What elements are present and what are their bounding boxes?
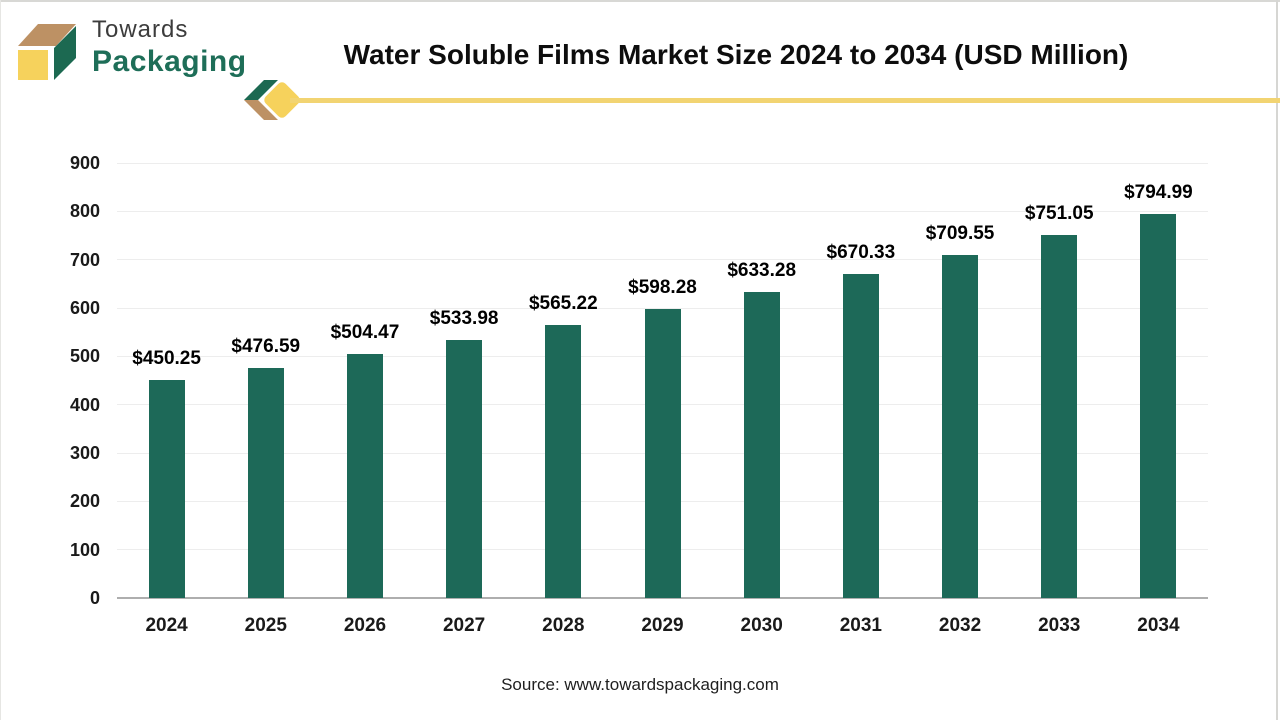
- bar-value-label: $709.55: [925, 223, 995, 245]
- y-axis-tick-label: 100: [69, 539, 100, 560]
- x-axis-tick-label: 2024: [145, 615, 188, 636]
- y-axis-tick-label: 800: [69, 201, 100, 222]
- plot-area: $450.25 2024 $476.59 2025 $504.47 2026 $533.98…: [117, 162, 1208, 636]
- brand-logo: Towards Packaging: [14, 10, 247, 82]
- y-axis-tick-label: 500: [69, 346, 100, 367]
- bar-value-label: $476.59: [231, 335, 301, 357]
- bar-value-label: $504.47: [330, 322, 400, 344]
- gridline-0: [117, 597, 1208, 599]
- gridline-800: [117, 210, 1208, 212]
- bar-2027: [446, 339, 483, 598]
- packaging-box-icon: [18, 24, 76, 80]
- y-axis-tick-label: 300: [69, 443, 100, 463]
- bar-value-label: $670.33: [826, 242, 896, 263]
- bar-2034: [1140, 213, 1177, 598]
- x-axis-tick-label: 2028: [542, 615, 585, 636]
- brand-name-line2: Packaging: [92, 45, 247, 78]
- window-frame-left: [0, 0, 1, 720]
- bar-value-label: $533.98: [429, 307, 499, 329]
- x-axis-tick-label: 2034: [1137, 615, 1180, 636]
- window-frame-top: [0, 0, 1280, 2]
- bar-2025: [247, 367, 284, 598]
- x-axis-tick-label: 2031: [839, 615, 882, 636]
- gridline-600: [117, 307, 1208, 309]
- x-axis-tick-label: 2032: [938, 615, 982, 636]
- y-axis-tick-label: 0: [89, 588, 100, 608]
- x-axis-tick-label: 2030: [740, 615, 783, 636]
- bar-value-label: $751.05: [1024, 202, 1094, 224]
- y-axis-tick-label: 600: [69, 298, 100, 318]
- bar-value-label: $450.25: [132, 348, 201, 370]
- brand-name-line1: Towards: [92, 16, 189, 43]
- bar-2029: [644, 308, 681, 598]
- x-axis-tick-label: 2033: [1038, 615, 1081, 636]
- accent-chevron-diamond-icon: [244, 80, 300, 120]
- y-axis-tick-label: 200: [69, 491, 100, 512]
- bar-2032: [942, 255, 979, 598]
- x-axis-tick-label: 2025: [244, 615, 287, 636]
- bar-value-label: $794.99: [1124, 181, 1193, 203]
- bar-2031: [842, 274, 879, 598]
- source-text: Source: www.towardspackaging.com: [501, 675, 779, 694]
- window-frame-right: [1276, 0, 1278, 720]
- bar-value-label: $633.28: [727, 259, 797, 281]
- gridline-900: [117, 162, 1208, 164]
- x-axis-tick-label: 2027: [442, 615, 486, 636]
- bar-value-label: $598.28: [628, 276, 697, 298]
- y-axis-tick-label: 400: [69, 394, 100, 415]
- accent-underline: [290, 98, 1280, 103]
- brand-name: Towards Packaging: [92, 10, 247, 77]
- chart-title: Water Soluble Films Market Size 2024 to …: [343, 39, 1129, 70]
- bar-2026: [346, 354, 383, 598]
- bar-2030: [743, 291, 780, 598]
- bar-2033: [1041, 234, 1078, 598]
- x-axis-tick-label: 2029: [641, 615, 684, 636]
- bar-2024: [148, 380, 185, 598]
- bar-2028: [545, 324, 582, 598]
- x-axis-tick-label: 2026: [343, 615, 387, 636]
- gridline-700: [117, 259, 1208, 261]
- y-axis-tick-label: 900: [69, 153, 100, 173]
- y-axis-tick-label: 700: [69, 249, 100, 270]
- bar-value-label: $565.22: [528, 292, 598, 314]
